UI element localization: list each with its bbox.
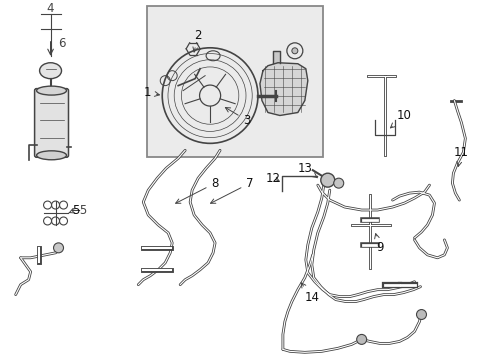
Text: 2: 2 <box>193 30 202 52</box>
Circle shape <box>291 48 297 54</box>
Text: 1: 1 <box>143 86 159 99</box>
Text: 10: 10 <box>390 109 411 128</box>
Text: 6: 6 <box>59 37 66 50</box>
Polygon shape <box>272 51 279 63</box>
Polygon shape <box>260 63 307 116</box>
Text: 4: 4 <box>47 3 54 15</box>
Text: 8: 8 <box>175 177 218 203</box>
Text: ←5: ←5 <box>70 203 87 216</box>
FancyBboxPatch shape <box>35 89 68 157</box>
Circle shape <box>320 173 334 187</box>
Text: 7: 7 <box>210 177 253 203</box>
Circle shape <box>356 334 366 345</box>
Text: 3: 3 <box>225 108 250 127</box>
Text: 5: 5 <box>69 203 79 216</box>
Text: 13: 13 <box>297 162 317 178</box>
Text: 9: 9 <box>374 234 383 255</box>
Bar <box>147 6 322 157</box>
Text: 11: 11 <box>453 146 468 166</box>
Text: 14: 14 <box>301 283 319 304</box>
Circle shape <box>53 243 63 253</box>
Ellipse shape <box>40 63 61 78</box>
Ellipse shape <box>37 151 66 160</box>
Circle shape <box>333 178 343 188</box>
Text: 12: 12 <box>265 172 280 185</box>
Circle shape <box>416 310 426 319</box>
Ellipse shape <box>37 86 66 95</box>
